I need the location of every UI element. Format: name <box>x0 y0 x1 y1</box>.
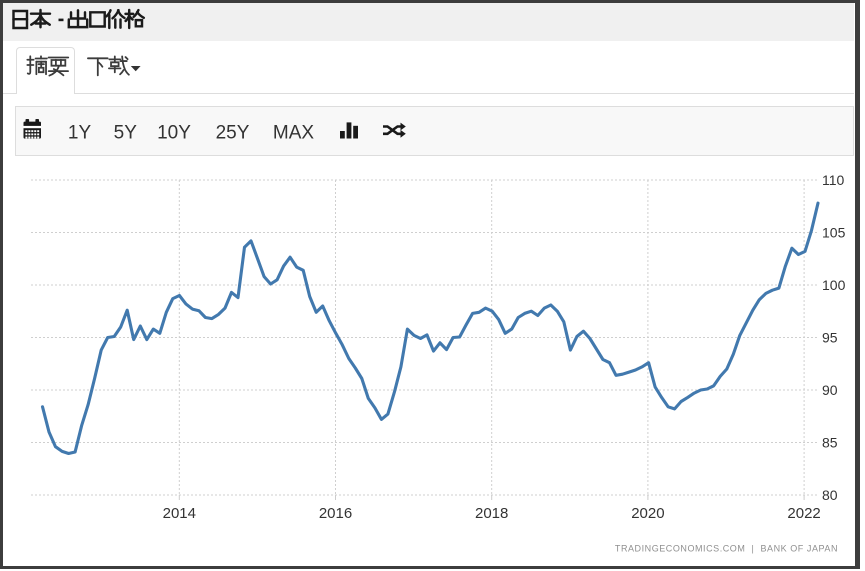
svg-text:100: 100 <box>822 277 846 293</box>
svg-text:2016: 2016 <box>319 505 352 522</box>
svg-text:5Y: 5Y <box>114 122 138 143</box>
svg-text:2018: 2018 <box>475 505 508 522</box>
svg-text:1Y: 1Y <box>68 122 92 143</box>
svg-text:2014: 2014 <box>163 505 196 522</box>
svg-text:MAX: MAX <box>273 122 315 143</box>
svg-text:25Y: 25Y <box>216 122 250 143</box>
svg-text:10Y: 10Y <box>157 122 191 143</box>
svg-text:85: 85 <box>822 435 838 451</box>
svg-text:80: 80 <box>822 487 838 503</box>
svg-text:95: 95 <box>822 330 838 346</box>
svg-text:105: 105 <box>822 225 846 241</box>
svg-text:TRADINGECONOMICS.COM | BANK: TRADINGECONOMICS.COM | BANK OF JAPAN <box>615 544 838 554</box>
svg-text:110: 110 <box>822 172 845 188</box>
svg-text:2022: 2022 <box>787 505 820 522</box>
svg-text:90: 90 <box>822 382 838 398</box>
svg-text:2020: 2020 <box>631 505 664 522</box>
